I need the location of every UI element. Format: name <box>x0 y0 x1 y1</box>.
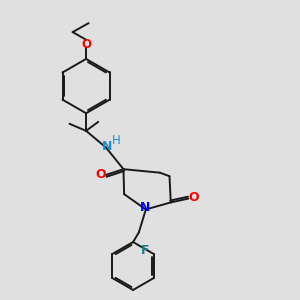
Text: O: O <box>188 191 199 204</box>
Text: N: N <box>140 201 150 214</box>
Text: H: H <box>112 134 121 147</box>
Text: F: F <box>141 244 149 257</box>
Text: O: O <box>81 38 91 51</box>
Text: N: N <box>102 140 112 153</box>
Text: O: O <box>95 168 106 182</box>
